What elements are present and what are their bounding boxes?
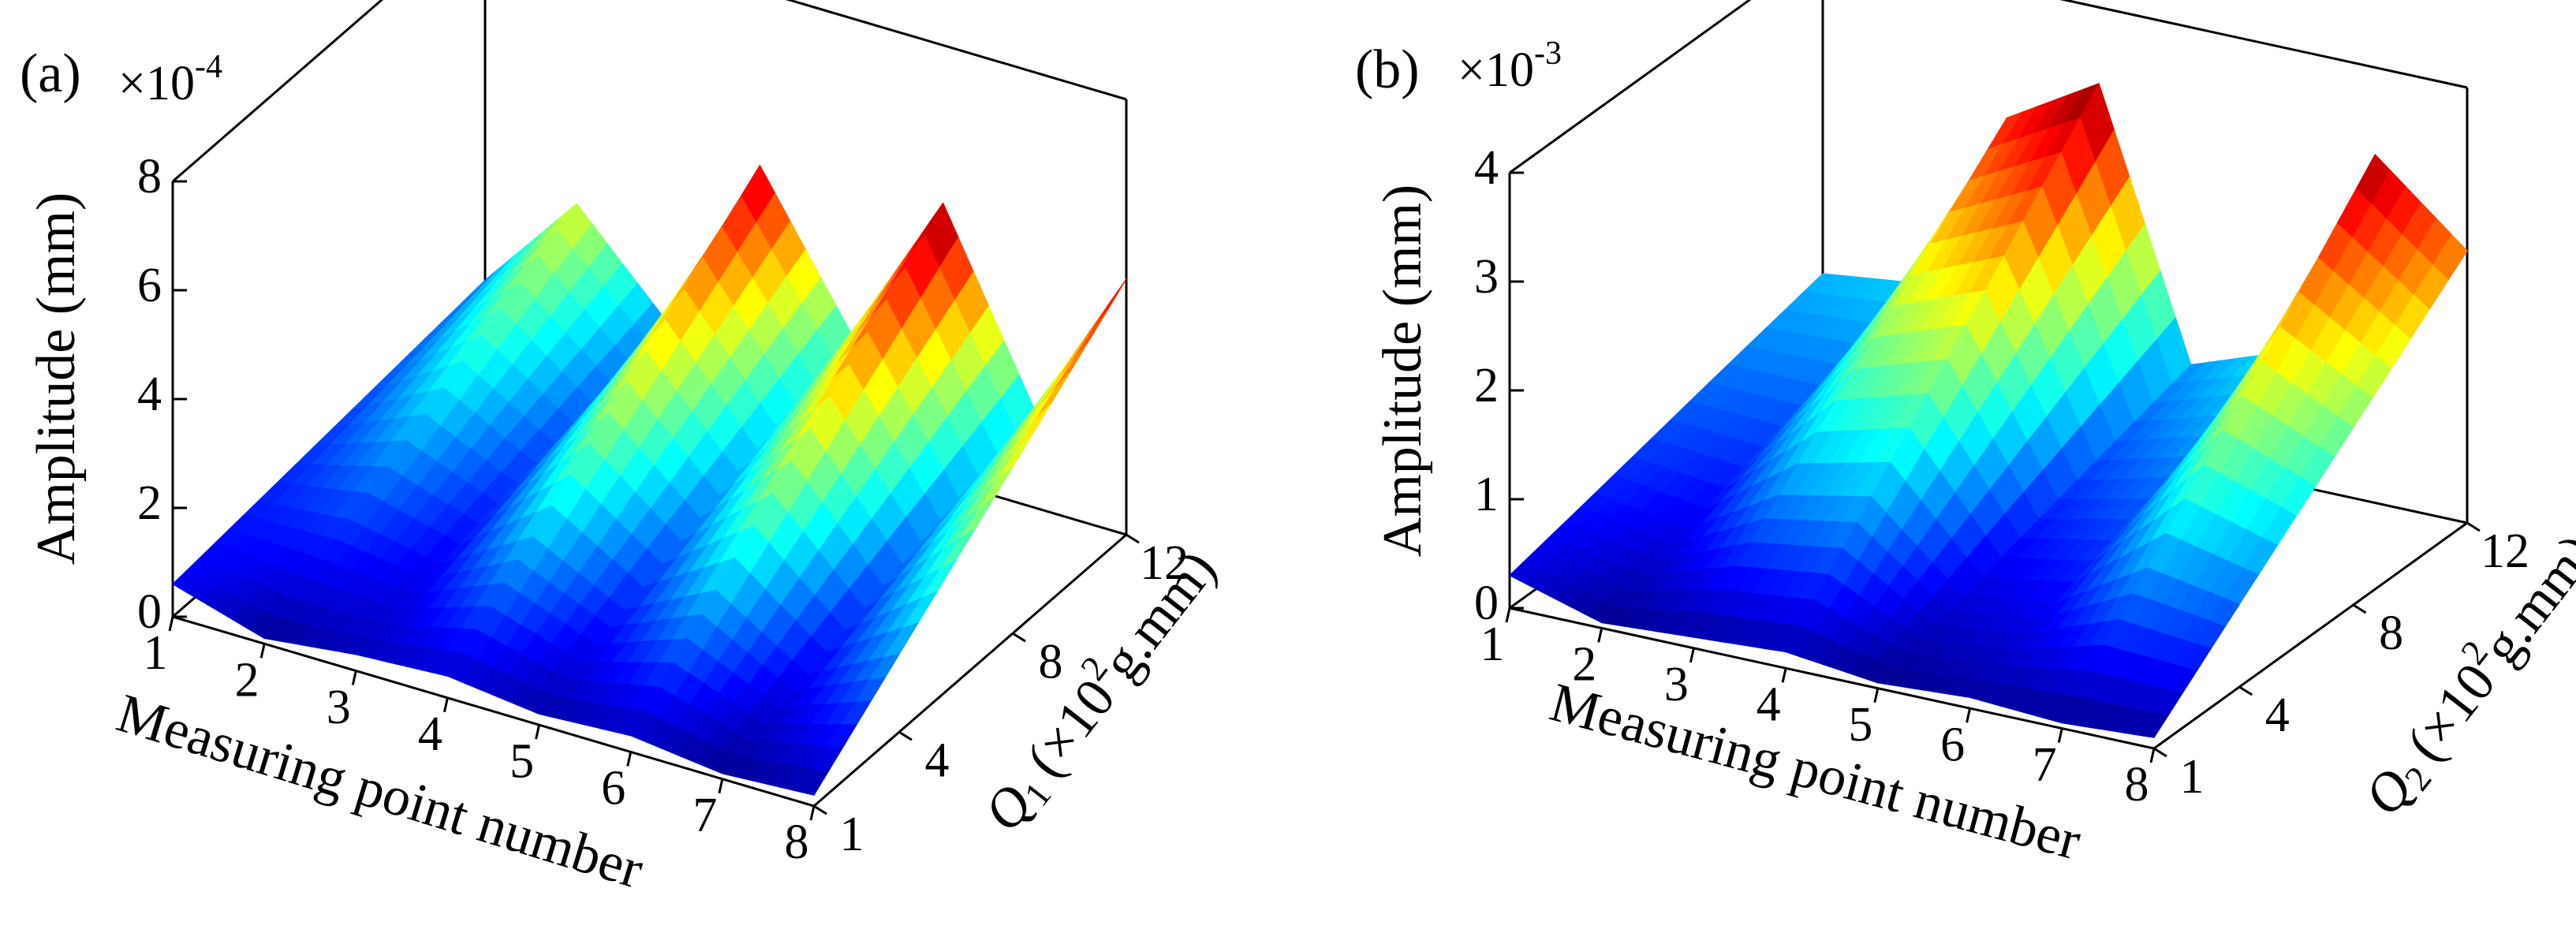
x-tick-label: 7 [2033,738,2057,792]
x-tick [1873,688,1880,703]
z-tick-label: 2 [137,476,162,530]
x-tick-label: 4 [1757,678,1781,732]
y-tick [2466,521,2481,532]
x-tick-label: 2 [235,654,259,707]
z-axis-label: Amplitude (mm) [1372,185,1433,557]
x-tick [718,778,724,794]
y-tick [2352,603,2367,614]
y-label-text: (×10 [1015,668,1127,788]
surface-patch [1035,372,1070,420]
y-tick-label: 1 [840,808,864,861]
x-tick-label: 3 [327,681,351,734]
z-tick-label: 8 [137,150,162,203]
surface-patch [2137,711,2169,738]
surface-patch [1092,278,1127,331]
y-axis-label: Q1(×102g.mm) [965,534,1231,845]
panel-label: (a) [20,43,81,104]
z-scale-base: ×10 [118,57,195,110]
z-tick-label: 1 [1474,468,1499,521]
y-tick-label: 8 [2379,606,2403,660]
x-tick-label: 4 [418,707,442,761]
z-tick-label: 3 [1474,250,1499,304]
x-tick [1781,667,1787,683]
x-tick-label: 2 [1572,638,1596,692]
z-tick-label: 6 [137,259,162,312]
y-tick [1126,533,1140,544]
z-tick-label: 2 [1474,359,1499,412]
x-axis [172,615,815,808]
box-edge [1509,0,1752,174]
x-tick-label: 1 [144,626,168,680]
surface-patch [1073,309,1108,361]
z-tick-label: 0 [137,585,162,639]
x-tick [1597,628,1603,643]
surface-patch [798,768,829,796]
panel-label: (b) [1355,39,1420,100]
y-tick [2153,747,2167,758]
surface-patch [1038,360,1074,408]
x-tick [535,724,541,740]
x-tick [809,805,816,821]
x-tick-label: 5 [510,734,534,788]
box-edge [785,0,1127,101]
x-tick [351,670,357,685]
y-tick-label: 8 [1039,635,1063,689]
z-scale: ×10-4 [118,49,222,111]
z-scale-base: ×10 [1458,43,1534,97]
y-tick-label: 12 [2481,524,2529,578]
x-tick [2057,728,2063,743]
x-axis [1509,606,2155,750]
z-scale-exponent: -4 [195,49,222,85]
z-tick-label: 4 [1474,141,1499,195]
z-scale-exponent: -3 [1534,35,1562,72]
y-tick-label: 4 [925,733,950,787]
x-tick [2149,748,2156,763]
x-tick-label: 5 [1848,698,1872,752]
box-edge [2059,0,2468,89]
y-label-text: (×10 [2395,652,2507,772]
x-tick [1505,607,1511,623]
x-tick [1689,648,1695,663]
y-axis [2153,521,2468,750]
y-tick-label: 12 [1140,536,1189,590]
x-tick-label: 6 [601,762,625,815]
y-tick [1012,632,1026,643]
x-tick [626,752,633,767]
x-tick [259,643,266,659]
y-axis [813,533,1127,808]
surface-patch [1054,341,1089,391]
x-tick-label: 8 [2125,758,2149,812]
y-tick [813,804,827,815]
x-tick-label: 7 [693,789,717,842]
x-tick-label: 1 [1480,618,1505,671]
x-tick-label: 8 [785,815,809,869]
z-axis-label: Amplitude (mm) [26,192,87,565]
x-tick [168,616,174,632]
z-tick-label: 4 [137,368,162,421]
box-edge [172,0,384,183]
x-tick-label: 6 [1940,718,1965,771]
x-tick [442,697,449,713]
z-tick-label: 0 [1474,577,1499,630]
y-tick [2238,685,2253,696]
y-tick [898,730,913,741]
y-tick-label: 1 [2180,750,2205,804]
y-axis-label: Q2(×102g.mm) [2346,518,2576,830]
y-tick-label: 4 [2265,689,2290,742]
x-tick-label: 3 [1664,658,1689,711]
z-scale: ×10-3 [1458,35,1562,98]
x-tick [1966,707,1972,723]
